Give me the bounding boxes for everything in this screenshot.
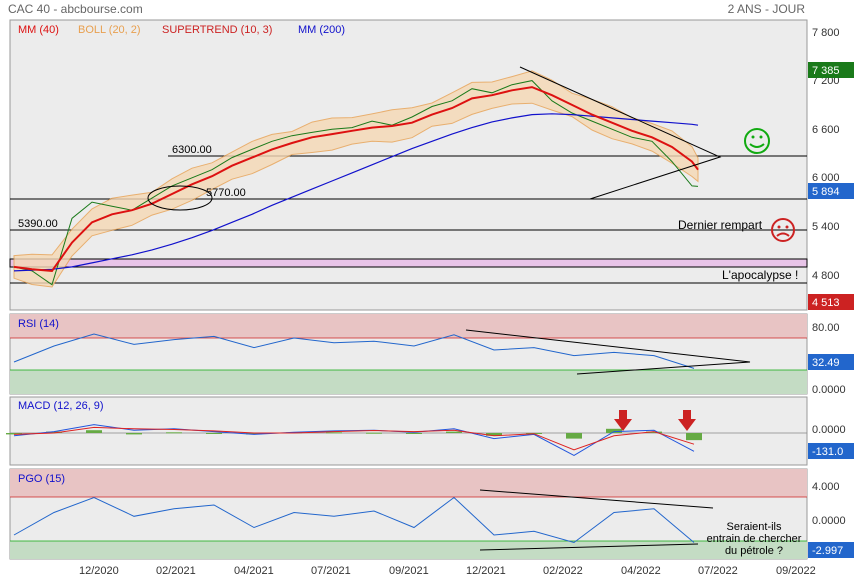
- legend-mm200: MM (200): [298, 24, 345, 36]
- price-ytick: 6 000: [812, 172, 840, 184]
- rsi-ytick: 0.0000: [812, 384, 846, 396]
- macd-hist-bar: [166, 432, 182, 434]
- x-tick: 07/2021: [311, 565, 351, 577]
- badge-5894: 5 894: [808, 183, 854, 199]
- pgo-resistance-line: [479, 489, 714, 509]
- macd-panel: MACD (12, 26, 9) 0.0000 -131.0: [6, 396, 854, 466]
- pgo-annotation: Seraient-ils entrain de chercher du pétrol…: [707, 521, 802, 557]
- macd-hist-bar: [606, 428, 622, 433]
- mm40-series: [13, 86, 699, 272]
- down-arrow-icon: [678, 410, 696, 431]
- macd-hist-bar: [246, 433, 262, 435]
- chart-period: 2 ANS - JOUR: [727, 2, 805, 16]
- macd-hist-bar: [646, 431, 662, 433]
- rsi-series: [13, 333, 695, 369]
- macd-hist-bar: [446, 431, 462, 433]
- price-ytick: 5 400: [812, 221, 840, 233]
- happy-face-icon: [744, 128, 770, 154]
- dernier-rempart-label: Dernier rempart: [678, 218, 763, 232]
- pgo-title: PGO (15): [18, 473, 65, 485]
- x-tick: 02/2022: [543, 565, 583, 577]
- svg-text:7 385: 7 385: [812, 65, 840, 77]
- rsi-oversold-zone: [10, 370, 807, 394]
- apocalypse-zone: [9, 258, 808, 268]
- pgo-high-zone: [10, 469, 807, 497]
- macd-hist-bar: [486, 433, 502, 436]
- svg-text:-131.0: -131.0: [812, 446, 843, 458]
- price-panel: MM (40) BOLL (20, 2) SUPERTREND (10, 3) …: [9, 19, 854, 311]
- circle-annotation: [147, 185, 213, 211]
- macd-hist-bar: [126, 433, 142, 435]
- macd-signal-series: [13, 426, 695, 451]
- legend-boll: BOLL (20, 2): [78, 24, 141, 36]
- rsi-overbought-zone: [10, 314, 807, 338]
- price-ytick: 7 800: [812, 27, 840, 39]
- macd-hist-bar: [566, 433, 582, 439]
- price-ytick: 6 600: [812, 124, 840, 136]
- macd-hist-bar: [366, 432, 382, 434]
- price-series: [13, 80, 699, 286]
- x-tick: 07/2022: [698, 565, 738, 577]
- level-5390-label: 5390.00: [18, 218, 58, 230]
- legend-mm40: MM (40): [18, 24, 59, 36]
- chart-header-title: CAC 40 - abcbourse.com: [8, 2, 143, 16]
- badge-7385: 7 385: [808, 62, 854, 78]
- x-tick: 04/2021: [234, 565, 274, 577]
- x-axis: 12/2020 02/2021 04/2021 07/2021 09/2021 …: [79, 565, 816, 577]
- svg-text:5 894: 5 894: [812, 186, 840, 198]
- svg-text:4 513: 4 513: [812, 297, 840, 309]
- pgo-ytick: 0.0000: [812, 515, 846, 527]
- badge-4513: 4 513: [808, 294, 854, 310]
- x-tick: 12/2020: [79, 565, 119, 577]
- triangle-pattern: [519, 66, 722, 200]
- down-arrow-icon: [614, 410, 632, 431]
- level-6300-label: 6300.00: [172, 144, 212, 156]
- rsi-badge: 32.49: [808, 354, 854, 370]
- rsi-panel: RSI (14) 80.00 0.0000 32.49: [9, 313, 854, 396]
- level-5770-label: 5770.00: [206, 187, 246, 199]
- macd-badge: -131.0: [808, 443, 854, 459]
- rsi-ytick: 80.00: [812, 322, 840, 334]
- macd-hist-bar: [406, 433, 422, 434]
- rsi-triangle: [465, 329, 751, 375]
- x-tick: 02/2021: [156, 565, 196, 577]
- macd-hist-bar: [206, 433, 222, 434]
- price-ytick: 4 800: [812, 270, 840, 282]
- macd-hist-bar: [326, 432, 342, 434]
- x-tick: 04/2022: [621, 565, 661, 577]
- macd-title: MACD (12, 26, 9): [18, 400, 104, 412]
- svg-text:32.49: 32.49: [812, 357, 840, 369]
- legend-supertrend: SUPERTREND (10, 3): [162, 24, 272, 36]
- pgo-low-zone: [10, 541, 807, 559]
- macd-hist-bar: [86, 430, 102, 433]
- pgo-badge: -2.997: [808, 542, 854, 558]
- x-tick: 12/2021: [466, 565, 506, 577]
- svg-text:-2.997: -2.997: [812, 545, 843, 557]
- bollinger-band: [13, 70, 699, 288]
- macd-hist-bar: [6, 433, 22, 435]
- sad-face-icon: [771, 218, 795, 242]
- rsi-title: RSI (14): [18, 318, 59, 330]
- macd-hist-bar: [46, 431, 62, 433]
- pgo-series: [13, 496, 695, 544]
- x-tick: 09/2021: [389, 565, 429, 577]
- x-tick: 09/2022: [776, 565, 816, 577]
- macd-hist-bar: [686, 433, 702, 441]
- macd-ytick: 0.0000: [812, 424, 846, 436]
- pgo-support-line: [479, 543, 699, 551]
- pgo-panel: PGO (15) Seraient-ils entrain de chercher…: [9, 468, 854, 560]
- pgo-ytick: 4.000: [812, 481, 840, 493]
- apocalypse-label: L'apocalypse !: [722, 268, 798, 282]
